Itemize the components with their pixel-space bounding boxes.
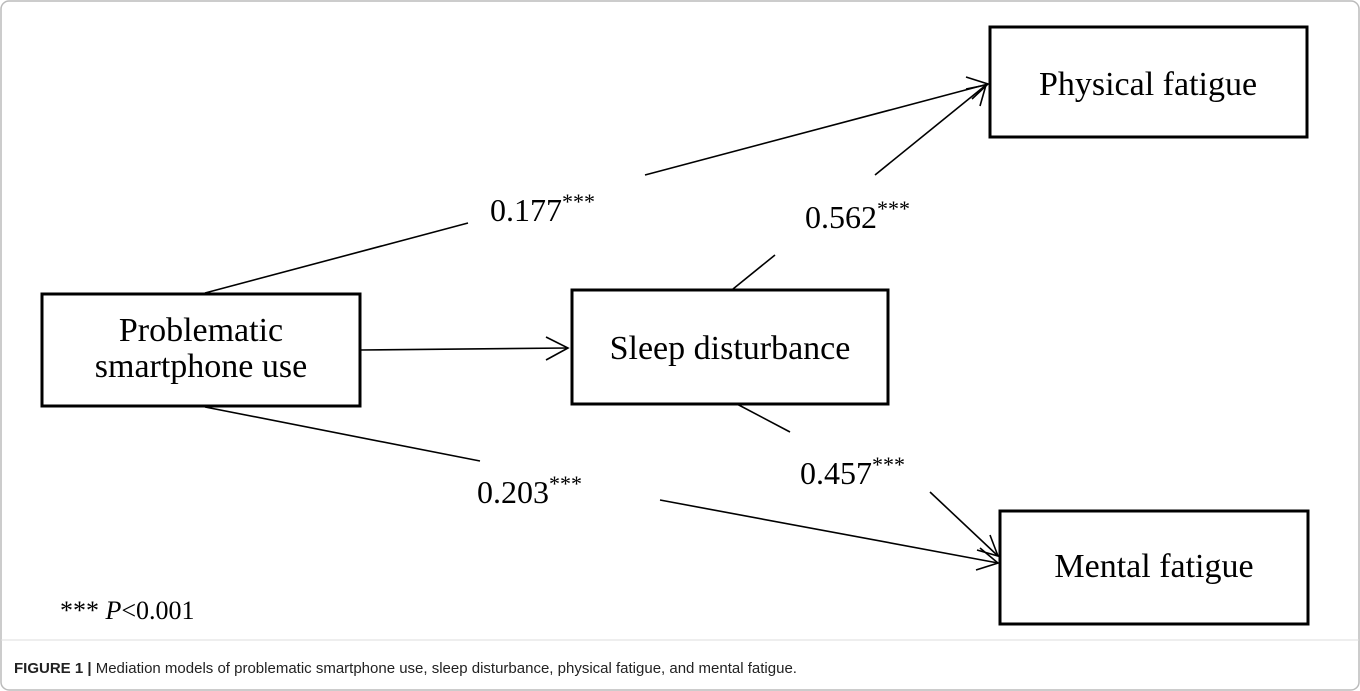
arrowhead (965, 83, 988, 107)
node-box (40, 292, 362, 408)
note-rest: <0.001 (121, 596, 194, 625)
edge-value: 0.203 (477, 474, 549, 510)
nodes: Problematic smartphone use Sleep disturb… (40, 25, 1310, 626)
node-box (998, 509, 1310, 626)
node-box (988, 25, 1309, 139)
edge-value: 0.562 (805, 199, 877, 235)
edge-line (644, 83, 989, 176)
edge-sig: *** (562, 189, 595, 214)
edge-label: 0.177*** (490, 189, 595, 228)
arrowhead (976, 534, 1000, 558)
edge-line (204, 406, 481, 462)
node-label: Problematic (119, 312, 283, 349)
edge-line (659, 499, 999, 564)
note-p: P (105, 596, 122, 625)
edge-value: 0.457 (800, 455, 872, 491)
node-label: smartphone use (95, 348, 307, 385)
edge-line (929, 491, 999, 557)
edge-label: 0.562*** (805, 196, 910, 235)
edge-sig: *** (549, 471, 582, 496)
edge-line (874, 84, 987, 176)
edge-sig: *** (872, 452, 905, 477)
caption: FIGURE 1 | Mediation models of problemat… (14, 660, 797, 677)
caption-label: FIGURE 1 | (14, 660, 92, 677)
edge-labels: 0.177*** 0.562*** 0.203*** 0.457*** (477, 189, 910, 510)
node-label: Mental fatigue (1054, 548, 1253, 585)
edge-value: 0.177 (490, 192, 562, 228)
arrowhead (965, 76, 990, 100)
node-label: Sleep disturbance (610, 330, 851, 367)
edge-line (734, 402, 791, 433)
arrowhead (545, 336, 570, 361)
edge-label: 0.457*** (800, 452, 905, 491)
edge-sig: *** (877, 196, 910, 221)
node-label: Physical fatigue (1039, 66, 1257, 103)
caption-text: Mediation models of problematic smartpho… (96, 660, 797, 677)
edge-line (359, 347, 569, 351)
node-box (570, 288, 890, 406)
edge-line (204, 222, 469, 294)
significance-note: *** P<0.001 (60, 596, 195, 625)
note-stars: *** (60, 596, 99, 625)
edge-label: 0.203*** (477, 471, 582, 510)
edge-line (732, 254, 776, 290)
edges (204, 76, 1000, 571)
